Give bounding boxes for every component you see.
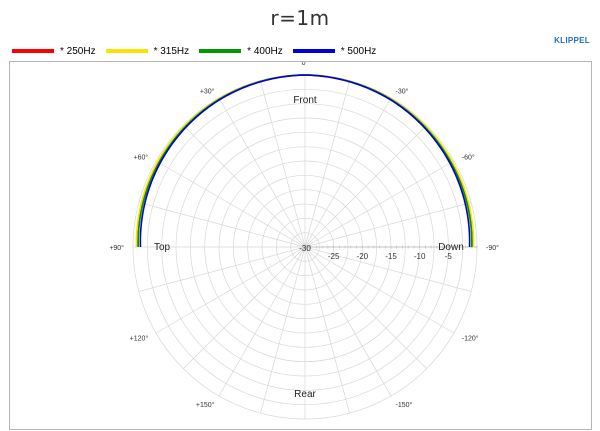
angle-label: -90° — [486, 244, 499, 252]
grid-spoke — [155, 246, 306, 334]
data-series — [135, 74, 475, 248]
angle-label: +120° — [130, 335, 149, 343]
grid-spoke — [260, 246, 306, 414]
angle-label: +30° — [200, 87, 215, 95]
legend-swatch-400hz — [199, 49, 242, 53]
legend-item-315hz: * 315Hz — [105, 45, 190, 57]
grid-spoke — [304, 202, 472, 248]
legend-item-250hz: * 250Hz — [12, 46, 96, 57]
legend: * 250Hz * 315Hz * 400Hz * 500Hz — [12, 44, 386, 58]
legend-item-400hz: * 400Hz — [199, 46, 283, 57]
axis-labels: 0°-30°-60°-90°-120°-150°+/-180°+150°+120… — [109, 62, 499, 409]
rear-label: Rear — [294, 389, 316, 400]
legend-swatch-500hz — [292, 49, 335, 53]
angle-label: -30° — [396, 87, 409, 95]
grid-spoke — [304, 97, 392, 248]
top-label: Top — [154, 242, 171, 253]
radius-tick-label: -5 — [445, 252, 453, 261]
grid-spoke — [304, 125, 427, 248]
grid-spoke — [183, 125, 306, 248]
radius-tick-label: -25 — [328, 252, 340, 261]
radius-tick-label: -30 — [299, 244, 311, 253]
grid-spoke — [218, 97, 306, 248]
angle-label: -60° — [462, 154, 475, 162]
legend-label-500hz: * 500Hz — [340, 45, 377, 57]
radius-tick-label: -15 — [385, 252, 397, 261]
grid-spoke — [304, 246, 392, 397]
angle-label: +150° — [196, 401, 215, 409]
grid-spoke — [304, 246, 350, 414]
grid-spoke — [304, 246, 472, 292]
legend-item-500hz: * 500Hz — [292, 45, 377, 57]
grid-spoke — [304, 80, 350, 248]
angle-label: -120° — [462, 335, 479, 343]
grid-spoke — [304, 160, 455, 248]
radius-tick-label: -20 — [357, 252, 369, 261]
radius-tick-label: -10 — [414, 252, 426, 261]
legend-label-400hz: * 400Hz — [247, 45, 283, 57]
angle-label: +60° — [134, 154, 149, 162]
legend-swatch-250hz — [12, 49, 54, 53]
grid-spoke — [260, 80, 306, 248]
angle-label: 0° — [302, 62, 309, 67]
angle-label: +90° — [109, 244, 124, 252]
front-label: Front — [293, 95, 317, 106]
grid-spoke — [304, 246, 427, 369]
grid-spoke — [138, 202, 306, 248]
polar-grid — [132, 74, 478, 420]
series-line-500hz — [139, 74, 471, 248]
grid-spoke — [183, 246, 306, 369]
grid-spoke — [138, 246, 306, 292]
chart-title: r=1m — [270, 6, 330, 30]
legend-swatch-315hz — [105, 49, 148, 53]
grid-spoke — [218, 246, 306, 397]
grid-spoke — [304, 246, 455, 334]
brand-logo-text: KLIPPEL — [554, 36, 590, 45]
legend-label-250hz: * 250Hz — [60, 45, 96, 57]
down-label: Down — [438, 242, 464, 253]
plot-area: 0°-30°-60°-90°-120°-150°+/-180°+150°+120… — [9, 61, 592, 430]
polar-plot: 0°-30°-60°-90°-120°-150°+/-180°+150°+120… — [109, 62, 499, 420]
grid-spoke — [155, 160, 306, 248]
legend-label-315hz: * 315Hz — [153, 45, 190, 57]
angle-label: -150° — [396, 401, 413, 409]
